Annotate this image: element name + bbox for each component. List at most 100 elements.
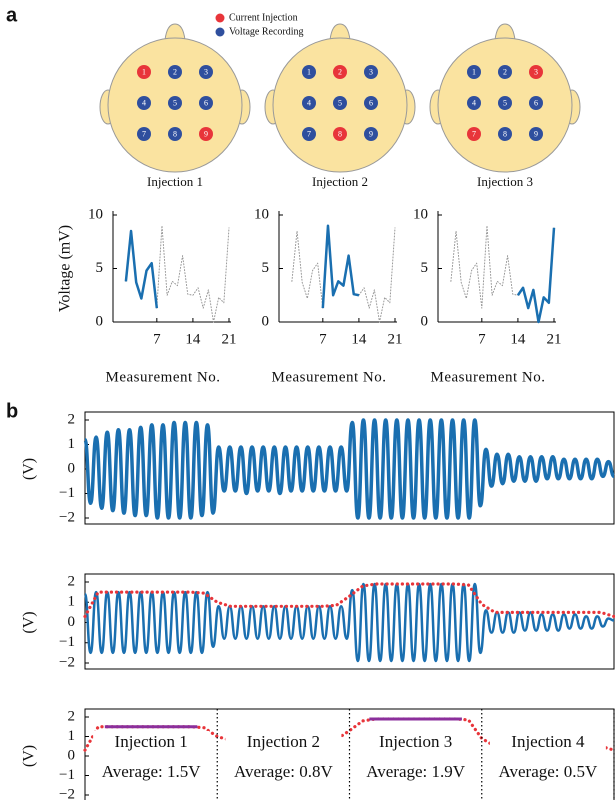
x-tick-label: 7	[319, 331, 327, 347]
electrode-label: 7	[142, 129, 146, 138]
x-tick-label: 14	[510, 331, 526, 347]
x-tick-label: 7	[478, 331, 486, 347]
y-tick-label: 0	[68, 747, 76, 763]
dotted-line	[83, 582, 615, 619]
nose	[329, 23, 351, 41]
line	[516, 227, 556, 324]
x-axis-label: Measurement No.	[431, 369, 546, 385]
y-axis-label: (V)	[21, 611, 38, 633]
electrode	[137, 96, 151, 110]
electrode	[364, 96, 378, 110]
electrode-label: 3	[534, 67, 538, 76]
line	[321, 224, 360, 309]
segment-title: Injection 1	[115, 732, 188, 751]
electrode	[364, 65, 378, 79]
segment-average: Average: 0.5V	[498, 762, 598, 781]
electrode-label: 6	[369, 98, 373, 107]
label-bg	[357, 731, 474, 799]
electrode	[467, 65, 481, 79]
legend-label: Voltage Recording	[229, 26, 304, 37]
head-label: Injection 1	[147, 174, 203, 189]
electrode-label: 5	[338, 98, 342, 107]
electrode	[199, 65, 213, 79]
segment-average: Average: 0.8V	[234, 762, 334, 781]
x-tick-label: 14	[185, 331, 201, 347]
segment-average: Average: 1.5V	[102, 762, 202, 781]
electrode	[168, 65, 182, 79]
line	[124, 229, 159, 309]
segment-title: Injection 3	[379, 732, 452, 751]
electrode	[168, 127, 182, 141]
x-tick-label: 14	[351, 331, 367, 347]
y-tick-label: 2	[68, 411, 76, 427]
electrode-label: 9	[204, 129, 208, 138]
electrode	[467, 96, 481, 110]
segment-title: Injection 4	[511, 732, 585, 751]
electrode	[199, 127, 213, 141]
y-tick-label: 5	[96, 260, 104, 276]
y-tick-label: 5	[262, 260, 270, 276]
nose	[164, 23, 186, 41]
electrode	[302, 127, 316, 141]
y-axis-label: Voltage (mV)	[57, 225, 74, 312]
electrode	[498, 96, 512, 110]
electrode-label: 4	[142, 98, 146, 107]
y-axis-label: (V)	[21, 458, 38, 480]
y-tick-label: 10	[88, 206, 103, 222]
y-tick-label: 1	[68, 594, 76, 610]
y-tick-label: −1	[59, 767, 75, 783]
y-tick-label: 10	[413, 206, 428, 222]
y-tick-label: −2	[59, 654, 75, 670]
electrode-label: 6	[204, 98, 208, 107]
y-tick-label: 0	[68, 614, 76, 630]
y-tick-label: 5	[421, 260, 429, 276]
line	[83, 418, 615, 520]
head-label: Injection 2	[312, 174, 368, 189]
legend-label: Current Injection	[229, 12, 298, 23]
y-tick-label: 10	[254, 206, 269, 222]
x-axis-label: Measurement No.	[106, 369, 221, 385]
electrode	[302, 96, 316, 110]
electrode	[364, 127, 378, 141]
electrode	[302, 65, 316, 79]
y-tick-label: 2	[68, 708, 76, 724]
electrode	[168, 96, 182, 110]
electrode	[467, 127, 481, 141]
y-tick-label: −1	[59, 634, 75, 650]
electrode-label: 1	[307, 67, 311, 76]
label-bg	[225, 731, 342, 799]
electrode-label: 5	[503, 98, 507, 107]
electrode-label: 7	[307, 129, 311, 138]
electrode-label: 5	[173, 98, 177, 107]
electrode	[333, 65, 347, 79]
electrode-label: 4	[307, 98, 311, 107]
electrode	[137, 127, 151, 141]
electrode-label: 7	[472, 129, 476, 138]
label-bg	[489, 731, 606, 799]
y-axis-label: (V)	[21, 745, 38, 767]
y-tick-label: 0	[96, 313, 104, 329]
electrode-label: 6	[534, 98, 538, 107]
electrode	[333, 127, 347, 141]
x-tick-label: 21	[222, 331, 237, 347]
electrode	[529, 65, 543, 79]
electrode	[137, 65, 151, 79]
electrode-label: 8	[173, 129, 177, 138]
y-tick-label: −2	[59, 786, 75, 800]
label-bg	[93, 731, 210, 799]
legend-swatch	[215, 27, 225, 37]
panel-label: a	[6, 4, 18, 26]
y-tick-label: 0	[262, 313, 270, 329]
panel-label: b	[6, 400, 18, 422]
segment-title: Injection 2	[247, 732, 320, 751]
electrode-label: 2	[173, 67, 177, 76]
electrode-label: 1	[142, 67, 146, 76]
line	[83, 582, 615, 663]
electrode-label: 4	[472, 98, 476, 107]
y-tick-label: 0	[421, 313, 429, 329]
x-tick-label: 7	[153, 331, 161, 347]
electrode-label: 1	[472, 67, 476, 76]
electrode-label: 9	[369, 129, 373, 138]
